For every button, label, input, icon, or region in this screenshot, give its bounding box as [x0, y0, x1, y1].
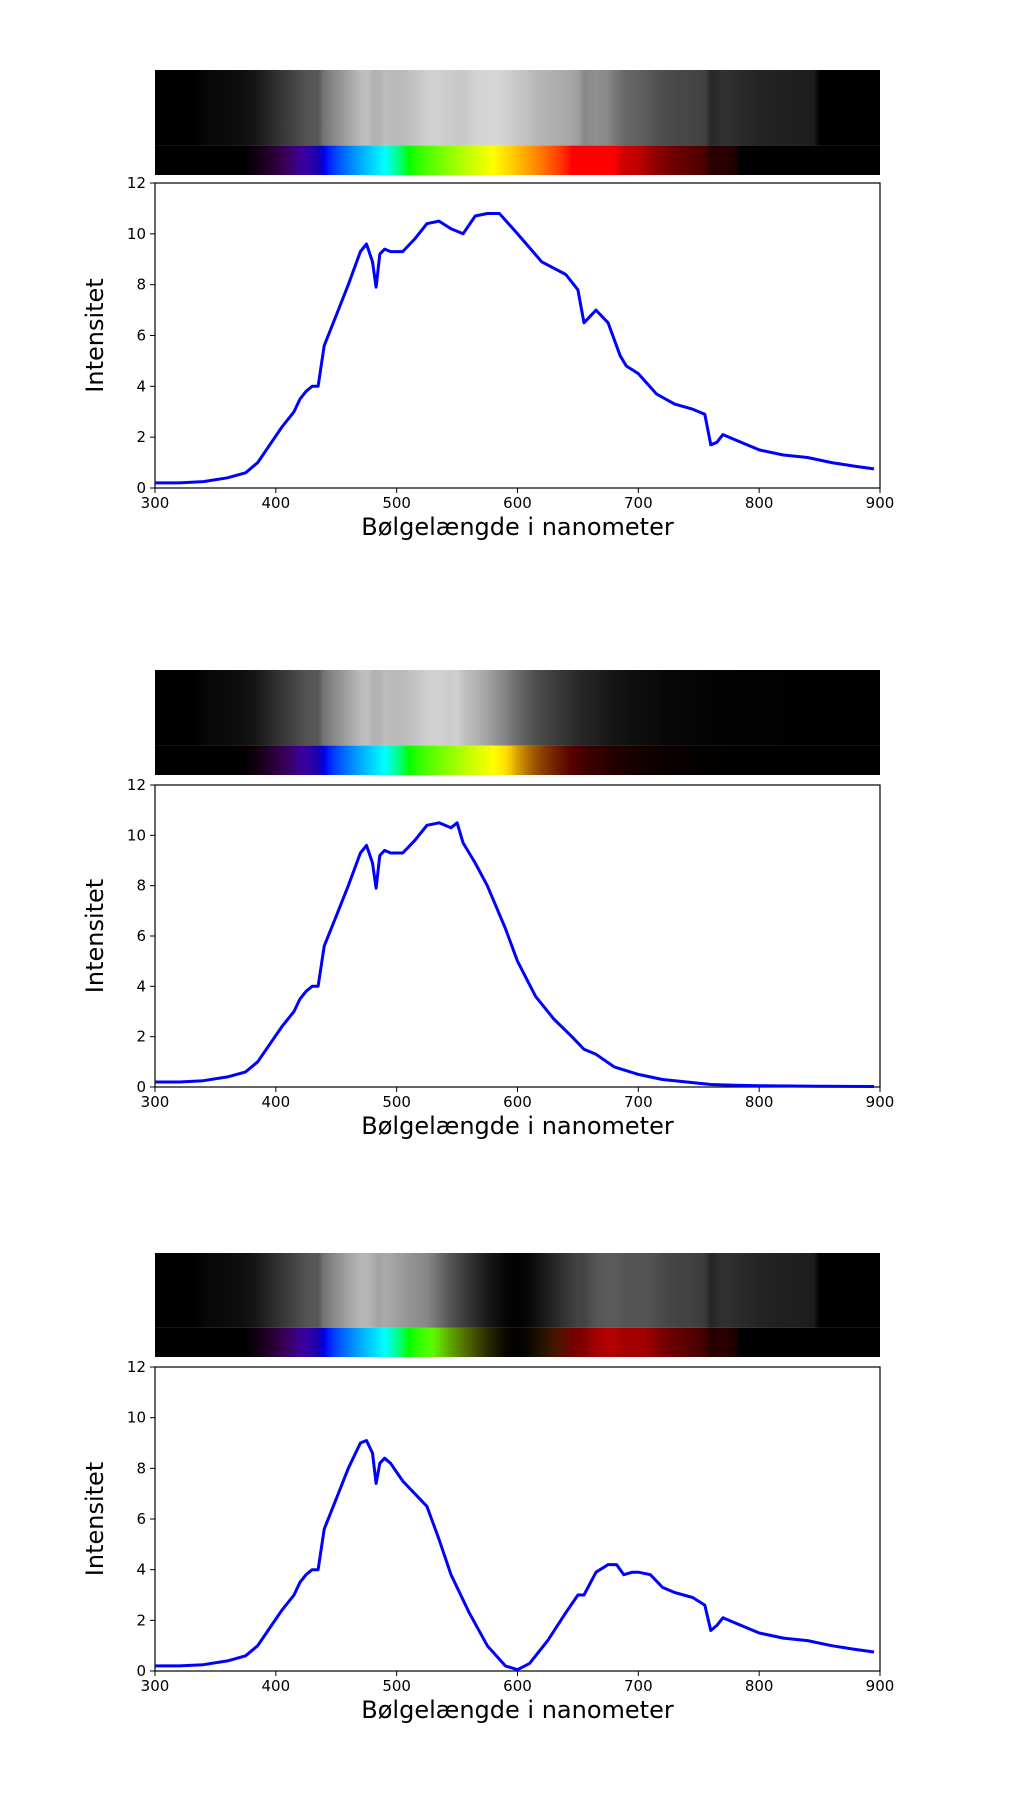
x-tick-label: 500	[382, 1677, 411, 1695]
chart-panel-1: 300 400 500 600 700 800 900 0 2 4 6 8 10 12 Bølgelængd…	[81, 70, 894, 541]
y-tick-label: 10	[127, 225, 146, 243]
x-tick-label: 900	[866, 1093, 895, 1111]
y-tick-label: 6	[136, 327, 146, 345]
x-tick-label: 300	[141, 1677, 170, 1695]
x-tick-label: 400	[262, 494, 291, 512]
x-tick-label: 300	[141, 1093, 170, 1111]
y-tick-label: 4	[136, 977, 146, 995]
spectrum-intensity-band	[155, 70, 880, 146]
y-tick-label: 8	[136, 877, 146, 895]
y-tick-label: 12	[127, 174, 146, 192]
plot-frame	[154, 1366, 881, 1672]
x-tick-label: 700	[624, 494, 653, 512]
y-tick-label: 6	[136, 1510, 146, 1528]
y-tick-label: 10	[127, 1409, 146, 1427]
y-tick-label: 10	[127, 826, 146, 844]
y-tick-label: 12	[127, 776, 146, 794]
x-tick-label: 900	[866, 1677, 895, 1695]
x-tick-label: 600	[503, 1677, 532, 1695]
y-axis-label: Intensitet	[81, 1462, 109, 1576]
x-axis-label: Bølgelængde i nanometer	[361, 1696, 674, 1724]
x-tick-label: 800	[745, 494, 774, 512]
y-tick-label: 8	[136, 276, 146, 294]
x-tick-label: 600	[503, 494, 532, 512]
chart-panel-3: 300 400 500 600 700 800 900 0 2 4 6 8 10 12 Bølgelængd…	[81, 1253, 894, 1724]
spectrum-intensity-band	[155, 1253, 880, 1328]
y-tick-label: 4	[136, 377, 146, 395]
chart-panel-2: 300 400 500 600 700 800 900 0 2 4 6 8 10 12 Bølgelængd…	[81, 670, 894, 1140]
y-axis-label: Intensitet	[81, 278, 109, 392]
spectrum-color-band	[155, 1327, 880, 1357]
x-tick-label: 600	[503, 1093, 532, 1111]
x-tick-label: 300	[141, 494, 170, 512]
y-tick-label: 4	[136, 1561, 146, 1579]
y-tick-label: 0	[136, 479, 146, 497]
x-tick-label: 900	[866, 494, 895, 512]
series-line-intensitet	[155, 212, 875, 485]
series-line-intensitet	[155, 821, 875, 1088]
y-tick-label: 2	[136, 1611, 146, 1629]
y-tick-label: 12	[127, 1358, 146, 1376]
spectrum-color-band	[155, 145, 880, 175]
spectrum-intensity-band	[155, 670, 880, 746]
y-tick-label: 2	[136, 1028, 146, 1046]
y-tick-label: 0	[136, 1662, 146, 1680]
y-tick-label: 6	[136, 927, 146, 945]
x-tick-label: 400	[262, 1093, 291, 1111]
x-tick-label: 700	[624, 1093, 653, 1111]
y-tick-label: 0	[136, 1078, 146, 1096]
spectrum-color-band	[155, 745, 880, 775]
x-tick-label: 700	[624, 1677, 653, 1695]
x-tick-label: 800	[745, 1093, 774, 1111]
plot-frame	[154, 784, 881, 1088]
x-tick-label: 400	[262, 1677, 291, 1695]
y-axis-label: Intensitet	[81, 879, 109, 993]
x-axis-label: Bølgelængde i nanometer	[361, 513, 674, 541]
series-line-intensitet	[155, 1439, 875, 1672]
plot-frame	[154, 182, 881, 489]
y-tick-label: 8	[136, 1459, 146, 1477]
x-tick-label: 500	[382, 494, 411, 512]
x-axis-label: Bølgelængde i nanometer	[361, 1112, 674, 1140]
x-tick-label: 500	[382, 1093, 411, 1111]
x-tick-label: 800	[745, 1677, 774, 1695]
y-tick-label: 2	[136, 428, 146, 446]
